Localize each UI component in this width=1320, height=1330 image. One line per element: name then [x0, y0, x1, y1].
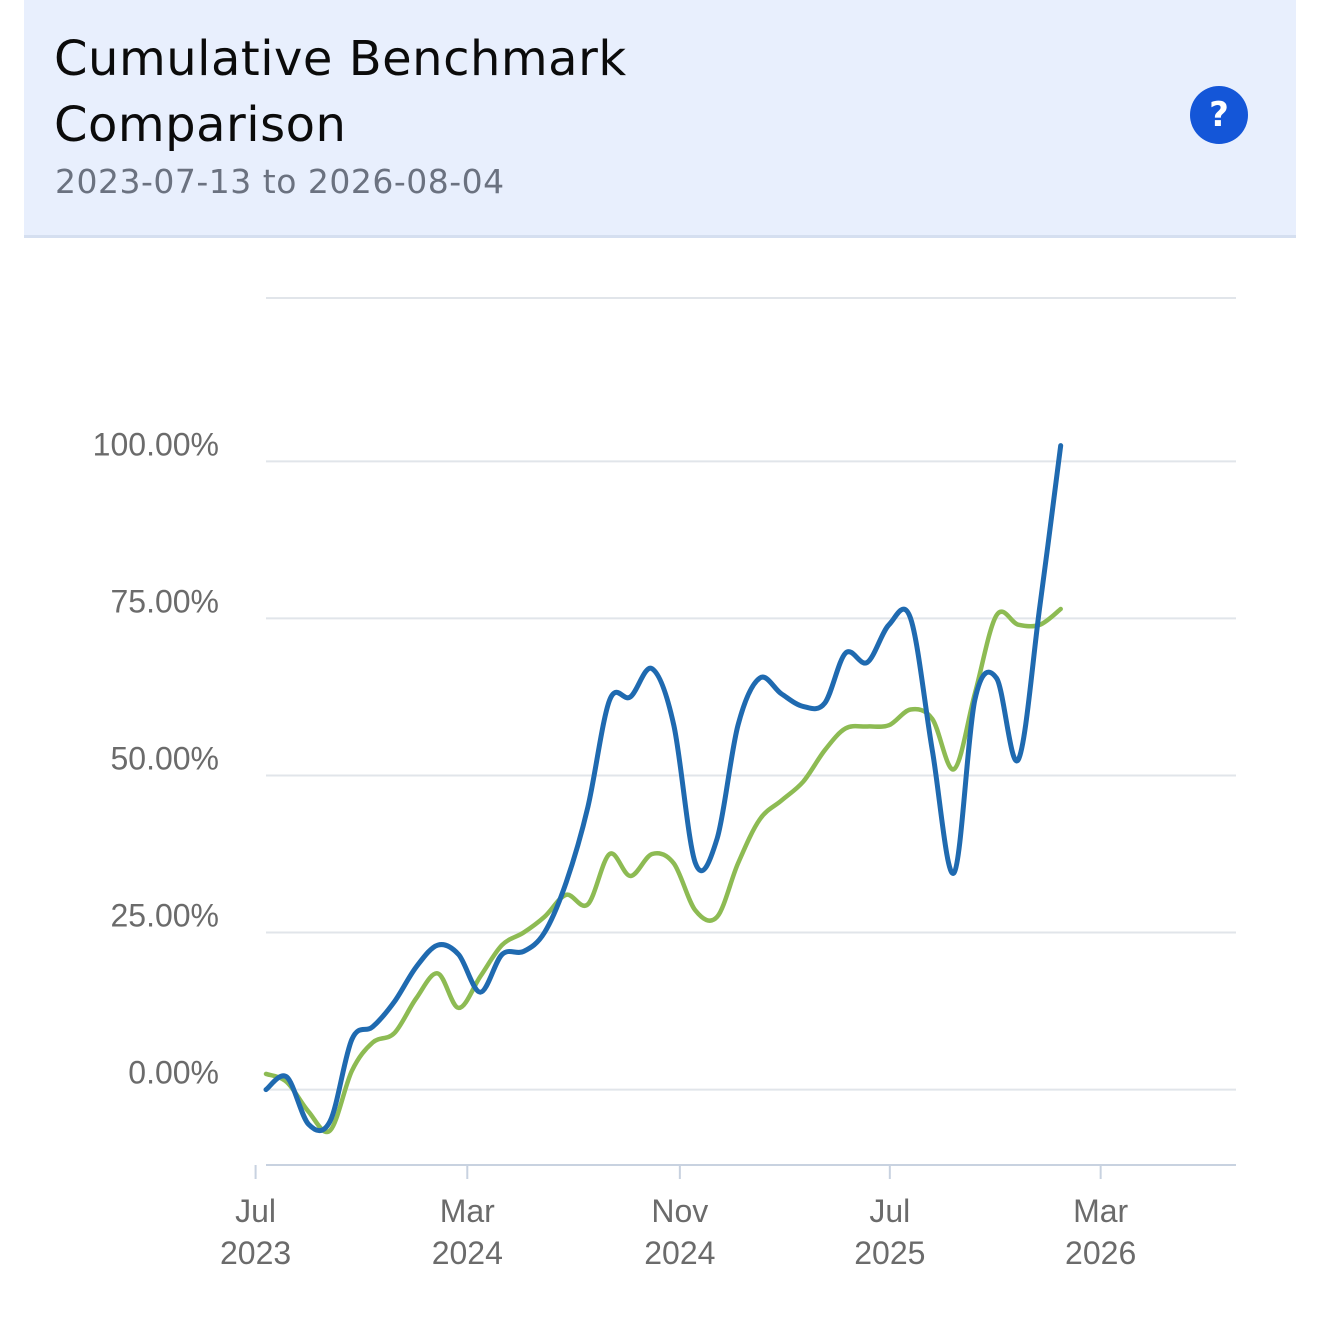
y-tick-label: 0.00% [128, 1055, 219, 1091]
date-range-subtitle: 2023-07-13 to 2026-08-04 [55, 162, 505, 201]
x-tick-month: Jul [235, 1193, 276, 1229]
x-tick-month: Jul [869, 1193, 910, 1229]
y-tick-label: 75.00% [110, 583, 219, 619]
y-tick-label: 25.00% [110, 898, 219, 934]
help-icon[interactable]: ? [1190, 86, 1248, 144]
x-tick-month: Mar [1073, 1193, 1128, 1229]
y-tick-label: 50.00% [110, 740, 219, 776]
series-line-1 [263, 606, 1063, 1135]
x-tick-year: 2025 [854, 1235, 925, 1271]
chart-title: Cumulative Benchmark Comparison [54, 31, 627, 153]
grid-lines [266, 297, 1236, 1091]
x-tick-year: 2026 [1065, 1235, 1136, 1271]
series-lines [263, 443, 1064, 1135]
x-tick-month: Mar [440, 1193, 495, 1229]
x-tick-year: 2024 [644, 1235, 715, 1271]
y-tick-label: 100.00% [93, 426, 219, 462]
x-tick-month: Nov [651, 1193, 708, 1229]
line-chart: 0.00% 25.00% 50.00% 75.00% 100.00% Jul 2023 Ma… [93, 297, 1236, 1271]
x-tick-year: 2024 [432, 1235, 503, 1271]
series-line-2 [263, 443, 1064, 1134]
chart-header: Cumulative Benchmark Comparison 2023-07-… [24, 0, 1296, 238]
x-tick-year: 2023 [220, 1235, 291, 1271]
x-axis: Jul 2023 Mar 2024 Nov 2024 Jul 2025 Mar 2026 [220, 1164, 1236, 1271]
y-axis-ticks: 0.00% 25.00% 50.00% 75.00% 100.00% [93, 426, 219, 1090]
